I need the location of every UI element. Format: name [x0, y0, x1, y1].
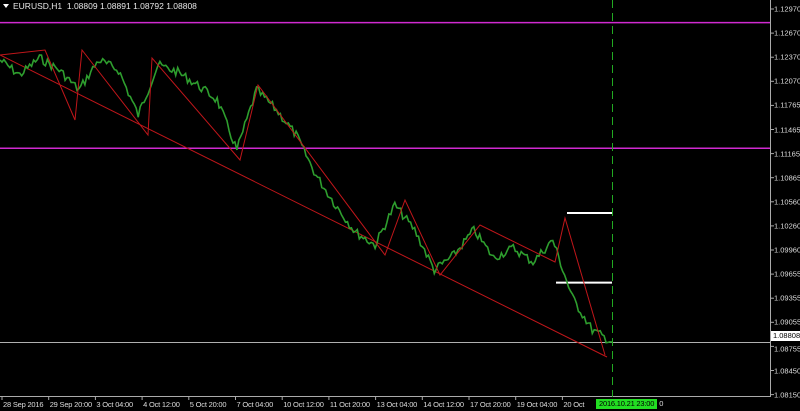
price-label: 1.09055: [774, 317, 800, 327]
price-label: 1.11465: [774, 125, 800, 134]
time-label: 19 Oct 04:00: [516, 400, 558, 409]
cursor-time-box: 2016.10.21 23:00 0: [596, 399, 663, 409]
time-label: 4 Oct 12:00: [143, 400, 180, 409]
close-value: 1.08808: [166, 1, 197, 11]
cursor-time-suffix: 0: [659, 399, 664, 408]
low-value: 1.08792: [133, 1, 164, 11]
price-label: 1.11765: [774, 100, 800, 110]
price-label: 1.09655: [774, 269, 800, 279]
high-value: 1.08891: [99, 1, 131, 11]
open-value: 1.08809: [66, 1, 98, 11]
price-label: 1.08450: [774, 366, 800, 375]
price-label: 1.09355: [774, 293, 800, 303]
price-label: 1.12970: [774, 4, 800, 14]
time-label: 20 Oct: [563, 400, 585, 409]
time-label: 28 Sep 2016: [3, 400, 44, 409]
price-label: 1.11165: [774, 149, 800, 159]
time-label: 17 Oct 20:00: [470, 400, 511, 409]
price-label: 1.10560: [774, 197, 800, 207]
dropdown-triangle-icon[interactable]: [3, 4, 9, 8]
price-series-line: [0, 54, 613, 344]
price-label: 1.12370: [774, 52, 800, 62]
time-label: 14 Oct 12:00: [423, 400, 464, 409]
trendline: [0, 54, 608, 358]
symbol-label: EURUSD,H1: [13, 1, 63, 11]
time-label: 7 Oct 04:00: [236, 400, 274, 409]
time-label: 13 Oct 04:00: [376, 400, 418, 409]
time-label: 29 Sep 20:00: [49, 400, 92, 409]
price-label: 1.09960: [774, 245, 800, 255]
price-label: 1.10865: [774, 173, 800, 183]
time-label: 3 Oct 04:00: [96, 400, 133, 409]
zigzag-indicator: [0, 48, 606, 356]
price-label: 1.12670: [774, 28, 800, 38]
current-price-label: 1.08808: [771, 331, 800, 341]
time-label: 11 Oct 20:00: [329, 400, 370, 409]
chart-header: EURUSD,H1 1.08809 1.08891 1.08792 1.0880…: [3, 1, 197, 11]
price-label: 1.12070: [774, 76, 800, 86]
price-label: 1.08150: [774, 390, 800, 400]
time-label: 10 Oct 12:00: [283, 400, 324, 409]
cursor-time: 2016.10.21 23:00: [596, 399, 658, 409]
price-label: 1.08755: [774, 344, 800, 354]
time-label: 5 Oct 20:00: [189, 400, 227, 409]
price-label: 1.10260: [774, 221, 800, 231]
